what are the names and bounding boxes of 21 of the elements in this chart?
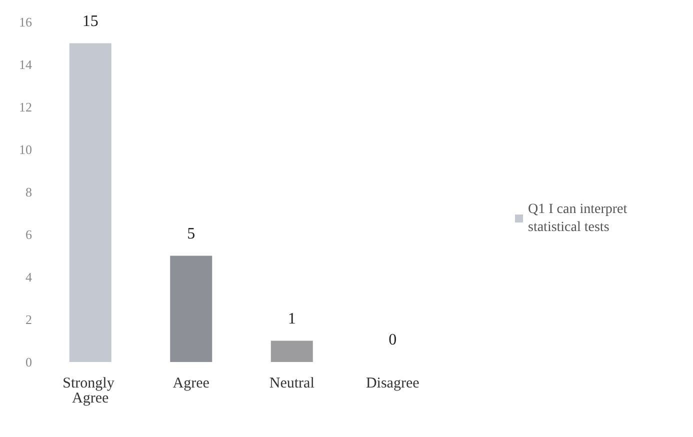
y-tick-label: 16 <box>19 14 32 30</box>
x-tick-label: Agree <box>172 376 210 392</box>
data-label: 15 <box>82 12 98 30</box>
y-tick-label: 10 <box>19 142 32 157</box>
y-tick-label: 14 <box>19 57 32 72</box>
bar <box>270 340 313 362</box>
bar <box>69 43 112 362</box>
y-tick-label: 2 <box>26 312 32 327</box>
y-tick-label: 0 <box>26 354 32 370</box>
y-tick-label: 12 <box>19 100 32 114</box>
data-label: 1 <box>288 310 296 328</box>
data-label: 0 <box>388 332 397 348</box>
y-tick-label: 4 <box>26 270 32 284</box>
legend-label: Q1 I can interpret statistical tests <box>528 202 631 235</box>
x-tick-label: Neutral <box>269 376 314 392</box>
y-tick-label: 6 <box>26 227 32 242</box>
x-tick-label: Disagree <box>366 376 420 392</box>
bar <box>170 256 212 362</box>
data-label: 5 <box>187 225 196 242</box>
x-tick-label: Strongly Agree <box>62 376 118 406</box>
y-tick-label: 8 <box>26 184 32 200</box>
